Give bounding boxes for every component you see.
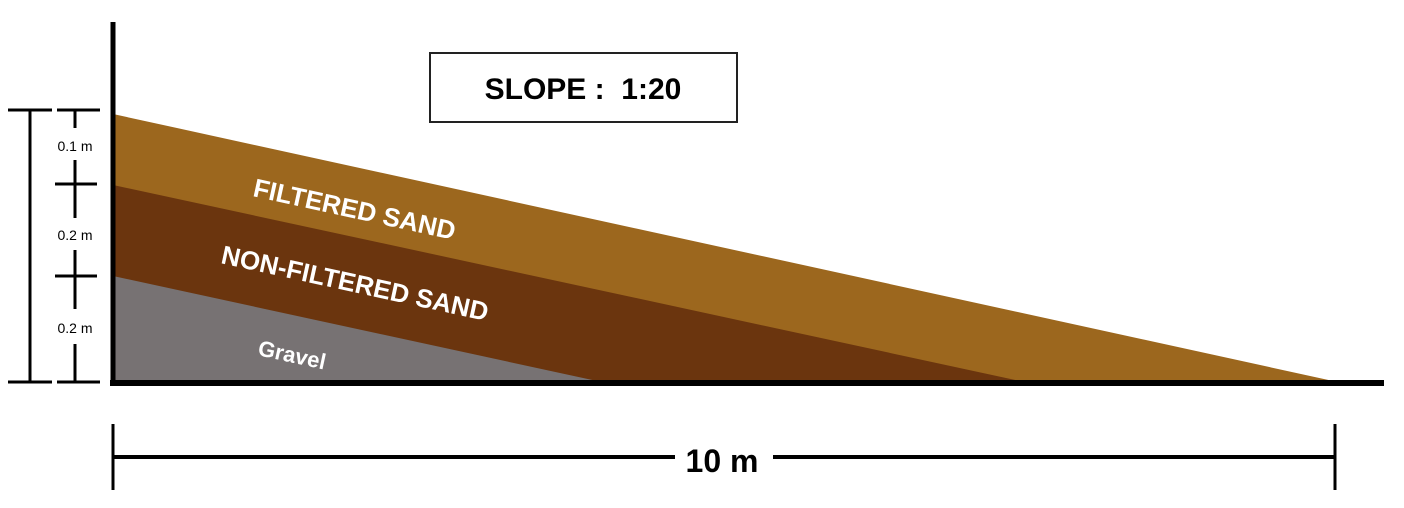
thickness-label-filtered-sand: 0.1 m (57, 138, 92, 154)
length-dimension (111, 424, 1337, 490)
gravel-layer (113, 276, 597, 381)
slope-box (429, 52, 738, 123)
length-label: 10 m (686, 443, 759, 479)
layer-thickness-dimension (55, 108, 100, 384)
slope-label: SLOPE : 1:20 (485, 73, 682, 106)
thickness-label-non-filtered-sand: 0.2 m (57, 227, 92, 243)
total-height-dimension (8, 108, 52, 384)
thickness-label-gravel: 0.2 m (57, 320, 92, 336)
